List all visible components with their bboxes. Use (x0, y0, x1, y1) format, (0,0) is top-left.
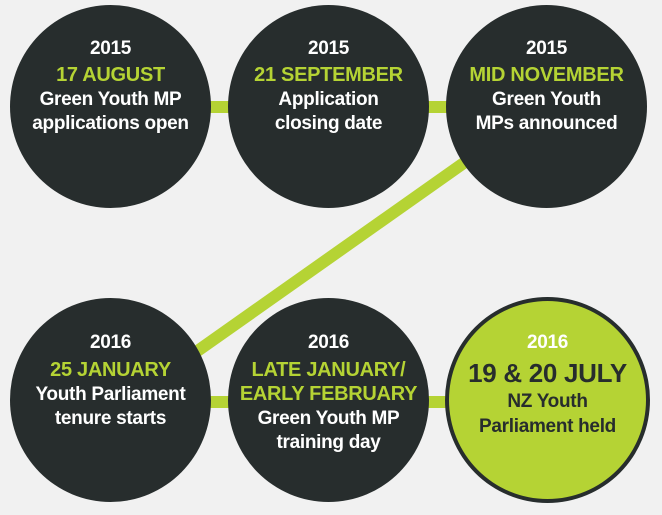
event-date: 17 AUGUST (56, 64, 165, 86)
event-desc-line: Parliament held (479, 416, 616, 437)
event-date: MID NOVEMBER (469, 64, 624, 86)
event-desc-line: applications open (32, 113, 189, 134)
event-desc-line: NZ Youth (507, 391, 588, 412)
event-year: 2016 (89, 332, 132, 353)
event-year: 2016 (526, 332, 569, 353)
event-year: 2015 (307, 38, 350, 59)
event-desc-line: closing date (274, 113, 383, 134)
event-circle-2: 2015 21 SEPTEMBER Application closing da… (228, 5, 429, 208)
event-desc-line: MPs announced (475, 113, 618, 134)
connector-3-4 (192, 155, 472, 357)
event-desc-line: Application (278, 89, 379, 110)
event-desc-line: tenure starts (54, 408, 167, 429)
event-year: 2016 (307, 332, 350, 353)
event-desc-line: training day (276, 432, 381, 453)
event-date: 21 SEPTEMBER (254, 64, 403, 86)
event-circle-1: 2015 17 AUGUST Green Youth MP applicatio… (10, 5, 211, 208)
event-desc-line: Green Youth MP (257, 408, 400, 429)
event-desc-line: Youth Parliament (35, 384, 186, 405)
event-date: 19 & 20 JULY (468, 358, 627, 388)
event-circle-4: 2016 25 JANUARY Youth Parliament tenure … (10, 298, 211, 502)
event-circle-5: 2016 LATE JANUARY/ EARLY FEBRUARY Green … (228, 298, 429, 502)
event-circle-6-highlight: 2016 19 & 20 JULY NZ Youth Parliament he… (445, 297, 650, 503)
event-year: 2015 (89, 38, 132, 59)
event-year: 2015 (525, 38, 568, 59)
event-date: LATE JANUARY/ (251, 359, 406, 381)
event-date-line-2: EARLY FEBRUARY (239, 383, 418, 405)
event-circle-3: 2015 MID NOVEMBER Green Youth MPs announ… (446, 5, 647, 208)
event-date: 25 JANUARY (50, 359, 171, 381)
event-desc-line: Green Youth MP (39, 89, 182, 110)
event-desc-line: Green Youth (492, 89, 601, 110)
